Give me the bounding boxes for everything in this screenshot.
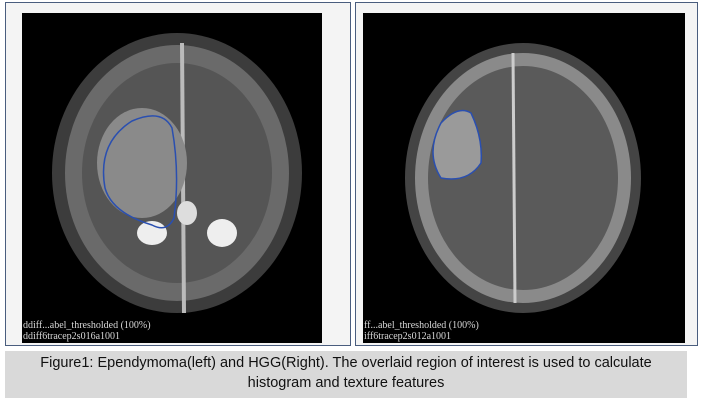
roi-outline [432, 109, 483, 180]
right-overlay-line1: ff...abel_thresholded (100%) [364, 320, 479, 331]
right-overlay-text: ff...abel_thresholded (100%) iff6tracep2… [364, 320, 479, 342]
left-overlay-line2: ddiff6tracep2s016a1001 [23, 331, 121, 342]
roi-outline [102, 115, 178, 229]
right-mri-image: ff...abel_thresholded (100%) iff6tracep2… [363, 13, 685, 343]
right-brain-scan [405, 43, 641, 313]
caption-line1: Figure1: Ependymoma(left) and HGG(Right)… [40, 355, 652, 371]
right-overlay-line2: iff6tracep2s012a1001 [364, 331, 452, 342]
left-mri-image: ddiff...abel_thresholded (100%) ddiff6tr… [22, 13, 322, 343]
figure-caption: Figure1: Ependymoma(left) and HGG(Right)… [5, 351, 687, 398]
left-overlay-line1: ddiff...abel_thresholded (100%) [23, 320, 151, 331]
left-brain-scan [52, 33, 302, 314]
right-figure-panel: ff...abel_thresholded (100%) iff6tracep2… [355, 2, 698, 346]
left-figure-panel: ddiff...abel_thresholded (100%) ddiff6tr… [5, 2, 351, 346]
caption-line2: histogram and texture features [247, 375, 445, 391]
left-overlay-text: ddiff...abel_thresholded (100%) ddiff6tr… [23, 320, 151, 342]
